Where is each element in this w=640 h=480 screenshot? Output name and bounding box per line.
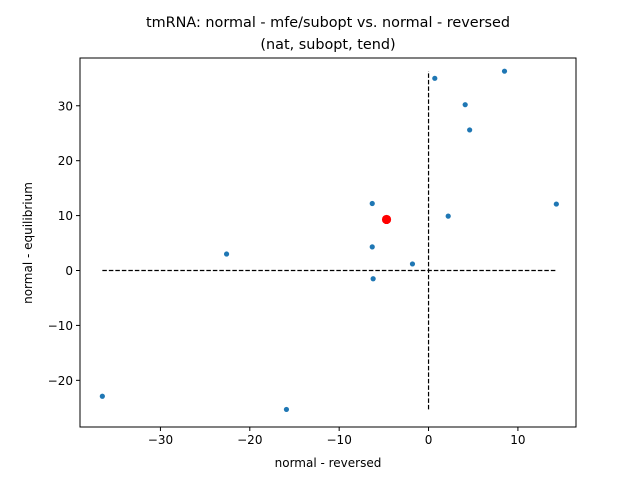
x-tick-label: −20 — [237, 433, 262, 447]
y-tick-label: 10 — [58, 209, 73, 223]
data-point — [501, 68, 508, 74]
data-point — [370, 276, 376, 282]
data-point — [462, 102, 468, 108]
x-tick-label: 0 — [425, 433, 433, 447]
y-axis-label: normal - equilibrium — [21, 182, 35, 304]
data-point — [432, 75, 438, 81]
chart-title-line-1: tmRNA: normal - mfe/subopt vs. normal - … — [146, 15, 510, 31]
data-point — [553, 201, 559, 207]
y-tick-label: −20 — [48, 374, 73, 388]
data-point — [99, 393, 105, 399]
y-tick-label: 20 — [58, 154, 73, 168]
x-tick-label: −10 — [327, 433, 352, 447]
y-tick-label: −10 — [48, 319, 73, 333]
data-point — [369, 200, 375, 207]
data-point — [369, 244, 375, 250]
chart-title-line-2: (nat, subopt, tend) — [260, 37, 395, 53]
plot-area: −30 −20 −10 0 10 −20 −10 0 10 20 30 — [48, 57, 577, 447]
data-point — [409, 261, 416, 267]
data-point — [283, 406, 290, 413]
x-axis-label: normal - reversed — [275, 456, 382, 470]
data-point — [445, 213, 451, 219]
x-tick-label: 10 — [510, 433, 525, 447]
data-point — [223, 251, 230, 257]
y-tick-label: 0 — [65, 264, 73, 278]
highlight-data-point — [381, 214, 392, 225]
data-point — [467, 127, 473, 133]
axes-frame — [79, 57, 577, 428]
y-tick-label: 30 — [58, 99, 73, 113]
x-tick-label: −30 — [148, 433, 173, 447]
